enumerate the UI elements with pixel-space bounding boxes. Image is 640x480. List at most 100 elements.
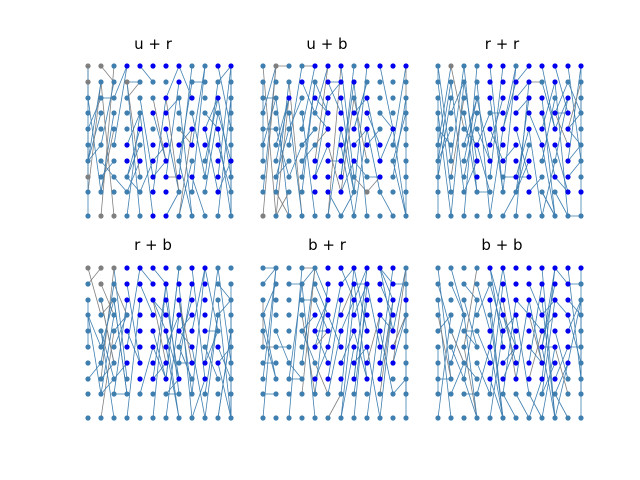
- graph-node: [578, 174, 584, 180]
- graph-edge: [178, 97, 193, 217]
- graph-edge: [288, 65, 303, 146]
- graph-edge: [528, 314, 543, 364]
- graph-edge: [204, 314, 219, 395]
- graph-edge: [489, 346, 504, 419]
- graph-node: [85, 95, 91, 101]
- graph-node: [435, 415, 441, 421]
- graph-node: [377, 63, 383, 69]
- graph-edge: [217, 362, 232, 419]
- graph-edge: [528, 378, 543, 419]
- graph-edge: [554, 267, 569, 285]
- graph-edge: [366, 314, 381, 364]
- node-layer: [85, 63, 234, 219]
- edge-layer: [87, 65, 232, 217]
- graph-node: [377, 328, 383, 334]
- graph-node: [403, 158, 409, 164]
- graph-node: [351, 126, 357, 132]
- graph-edge: [379, 267, 394, 285]
- graph-edge: [463, 362, 478, 380]
- graph-node: [338, 95, 344, 101]
- graph-node: [273, 142, 279, 148]
- graph-node: [260, 126, 266, 132]
- graph-node: [215, 281, 221, 287]
- graph-node: [513, 142, 519, 148]
- graph-node: [390, 95, 396, 101]
- graph-node: [487, 126, 493, 132]
- graph-edge: [528, 346, 543, 364]
- graph-node: [364, 328, 370, 334]
- graph-node: [273, 281, 279, 287]
- graph-node: [565, 344, 571, 350]
- graph-edge: [476, 81, 491, 217]
- graph-node: [98, 265, 104, 271]
- graph-node: [312, 158, 318, 164]
- graph-node: [98, 281, 104, 287]
- graph-node: [312, 297, 318, 303]
- graph-node: [565, 312, 571, 318]
- graph-node: [435, 312, 441, 318]
- graph-node: [299, 158, 305, 164]
- graph-node: [351, 265, 357, 271]
- graph-edge: [392, 65, 407, 146]
- graph-node: [338, 213, 344, 219]
- graph-edge: [178, 283, 193, 419]
- graph-node: [539, 142, 545, 148]
- graph-node: [435, 281, 441, 287]
- graph-edge: [126, 330, 141, 364]
- graph-node: [526, 110, 532, 116]
- graph-node: [137, 415, 143, 421]
- graph-edge: [476, 330, 491, 364]
- graph-edge: [327, 128, 342, 217]
- graph-node: [403, 281, 409, 287]
- graph-edge: [489, 65, 504, 193]
- graph-node: [189, 95, 195, 101]
- graph-node: [539, 391, 545, 397]
- graph-node: [137, 63, 143, 69]
- graph-node: [364, 126, 370, 132]
- graph-node: [390, 174, 396, 180]
- graph-node: [137, 142, 143, 148]
- graph-node: [215, 360, 221, 366]
- graph-node: [325, 312, 331, 318]
- graph-node: [98, 63, 104, 69]
- graph-node: [377, 95, 383, 101]
- graph-node: [286, 376, 292, 382]
- graph-edge: [165, 128, 180, 193]
- graph-edge: [463, 112, 478, 193]
- graph-node: [435, 142, 441, 148]
- graph-node: [403, 360, 409, 366]
- graph-edge: [554, 65, 569, 114]
- graph-node: [435, 174, 441, 180]
- graph-edge: [139, 283, 154, 316]
- graph-node: [403, 376, 409, 382]
- graph-edge: [515, 314, 530, 395]
- graph-node: [565, 391, 571, 397]
- graph-node: [578, 213, 584, 219]
- graph-node: [578, 265, 584, 271]
- graph-node: [228, 142, 234, 148]
- graph-node: [461, 174, 467, 180]
- graph-node: [163, 110, 169, 116]
- graph-node: [565, 213, 571, 219]
- graph-node: [474, 415, 480, 421]
- graph-node: [176, 391, 182, 397]
- graph-edge: [275, 97, 290, 162]
- edge-layer: [262, 267, 407, 419]
- graph-node: [513, 110, 519, 116]
- graph-node: [163, 265, 169, 271]
- graph-edge: [379, 65, 394, 130]
- graph-node: [176, 376, 182, 382]
- graph-edge: [152, 299, 167, 316]
- graph-edge: [437, 81, 452, 193]
- graph-node: [312, 213, 318, 219]
- graph-node: [176, 189, 182, 195]
- graph-node: [578, 376, 584, 382]
- graph-node: [85, 391, 91, 397]
- graph-edge: [165, 191, 180, 217]
- graph-edge: [450, 267, 465, 316]
- graph-edge: [450, 330, 465, 364]
- graph-edge: [379, 267, 394, 301]
- graph-node: [500, 265, 506, 271]
- graph-node: [552, 281, 558, 287]
- graph-edge: [314, 330, 329, 364]
